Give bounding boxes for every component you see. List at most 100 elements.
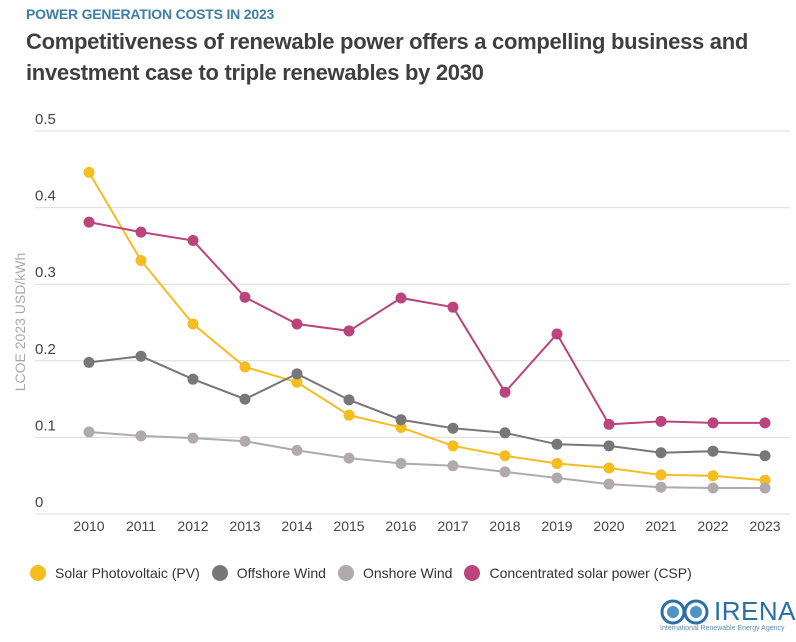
logo-subtitle: International Renewable Energy Agency [660,625,785,632]
data-point [759,417,771,429]
series-line-0 [88,171,766,482]
logo-wordmark: IRENA [714,596,796,626]
legend-item: Concentrated solar power (CSP) [464,565,692,581]
y-tick-label: 0.2 [35,341,56,358]
data-point [655,447,667,459]
data-point [239,291,251,303]
data-point [395,292,407,304]
legend-item: Solar Photovoltaic (PV) [30,565,200,581]
x-tick-label: 2023 [749,518,780,534]
data-point [551,438,563,450]
data-point [291,318,303,330]
data-point [291,376,303,388]
data-point [655,415,667,427]
data-point [291,444,303,456]
data-point [395,414,407,426]
data-point [239,361,251,373]
y-tick-label: 0.4 [35,188,56,205]
legend-item: Offshore Wind [211,565,326,581]
legend-swatch [337,565,354,581]
data-point [187,318,199,330]
y-tick-label: 0.3 [35,264,56,281]
data-point [603,418,615,430]
data-point [83,356,95,368]
data-point [395,457,407,469]
legend-label: Solar Photovoltaic (PV) [55,565,200,581]
data-point [239,393,251,405]
y-axis-label: LCOE 2023 USD/kWh [12,253,28,392]
data-point [447,440,459,452]
data-point [655,469,667,481]
chart-title: Competitiveness of renewable power offer… [26,29,748,85]
legend-item: Onshore Wind [337,565,453,581]
x-tick-label: 2013 [229,518,260,534]
x-tick-label: 2014 [281,518,312,534]
data-point [187,235,199,247]
data-point [343,409,355,421]
data-point [187,373,199,385]
data-point [759,450,771,462]
data-point [187,432,199,444]
series-line-3 [88,221,765,426]
data-point [499,386,511,398]
data-point [83,426,95,438]
data-point [603,462,615,474]
x-tick-label: 2015 [333,518,364,534]
data-point [603,440,615,452]
series-line-1 [88,355,766,457]
data-point [551,457,563,469]
data-point [447,422,459,434]
data-point [655,481,667,493]
data-point [603,478,615,490]
data-point [759,474,771,486]
x-tick-label: 2020 [593,518,624,534]
data-point [239,435,251,447]
legend-swatch [30,565,46,581]
x-tick-label: 2010 [73,518,104,534]
x-tick-label: 2019 [541,518,572,534]
legend-swatch [211,565,228,581]
data-point [395,421,407,433]
data-point [707,417,719,429]
legend-swatch [464,565,481,581]
data-point [135,254,147,266]
irena-logo: IRENA International Renewable Energy Age… [660,596,795,636]
x-tick-label: 2016 [385,518,416,534]
data-point [499,427,511,439]
series-line-2 [88,431,765,489]
y-tick-label: 0.5 [35,111,56,128]
data-point [343,394,355,406]
y-tick-label: 0 [35,494,43,511]
data-point [499,450,511,462]
data-point [707,482,719,494]
data-point [707,470,719,482]
x-tick-label: 2012 [177,518,208,534]
legend-label: Concentrated solar power (CSP) [489,565,692,581]
globe-logo-icon [660,599,709,625]
data-point [135,226,147,238]
legend-label: Offshore Wind [236,565,326,581]
legend-label: Onshore Wind [362,565,453,581]
data-point [135,350,147,362]
x-tick-label: 2022 [697,518,728,534]
data-point [759,482,771,494]
x-tick-label: 2021 [645,518,676,534]
line-chart: 0 0.1 0.2 0.3 0.4 0.5 2010 2011 2012 2013 2014 2015… [12,111,790,534]
data-point [343,452,355,464]
y-tick-label: 0.1 [35,417,56,434]
data-point [83,216,95,228]
x-tick-label: 2018 [489,518,520,534]
legend: Solar Photovoltaic (PV) Offshore Wind Onsh… [30,565,704,581]
data-point [447,460,459,472]
data-point [551,472,563,484]
data-point [447,301,459,313]
data-point [551,328,563,340]
data-point [343,325,355,337]
x-tick-label: 2011 [126,518,156,534]
data-point [83,166,95,178]
data-point [499,466,511,478]
data-point [291,368,303,380]
x-tick-label: 2017 [437,518,468,534]
data-point [707,445,719,457]
data-point [135,430,147,442]
